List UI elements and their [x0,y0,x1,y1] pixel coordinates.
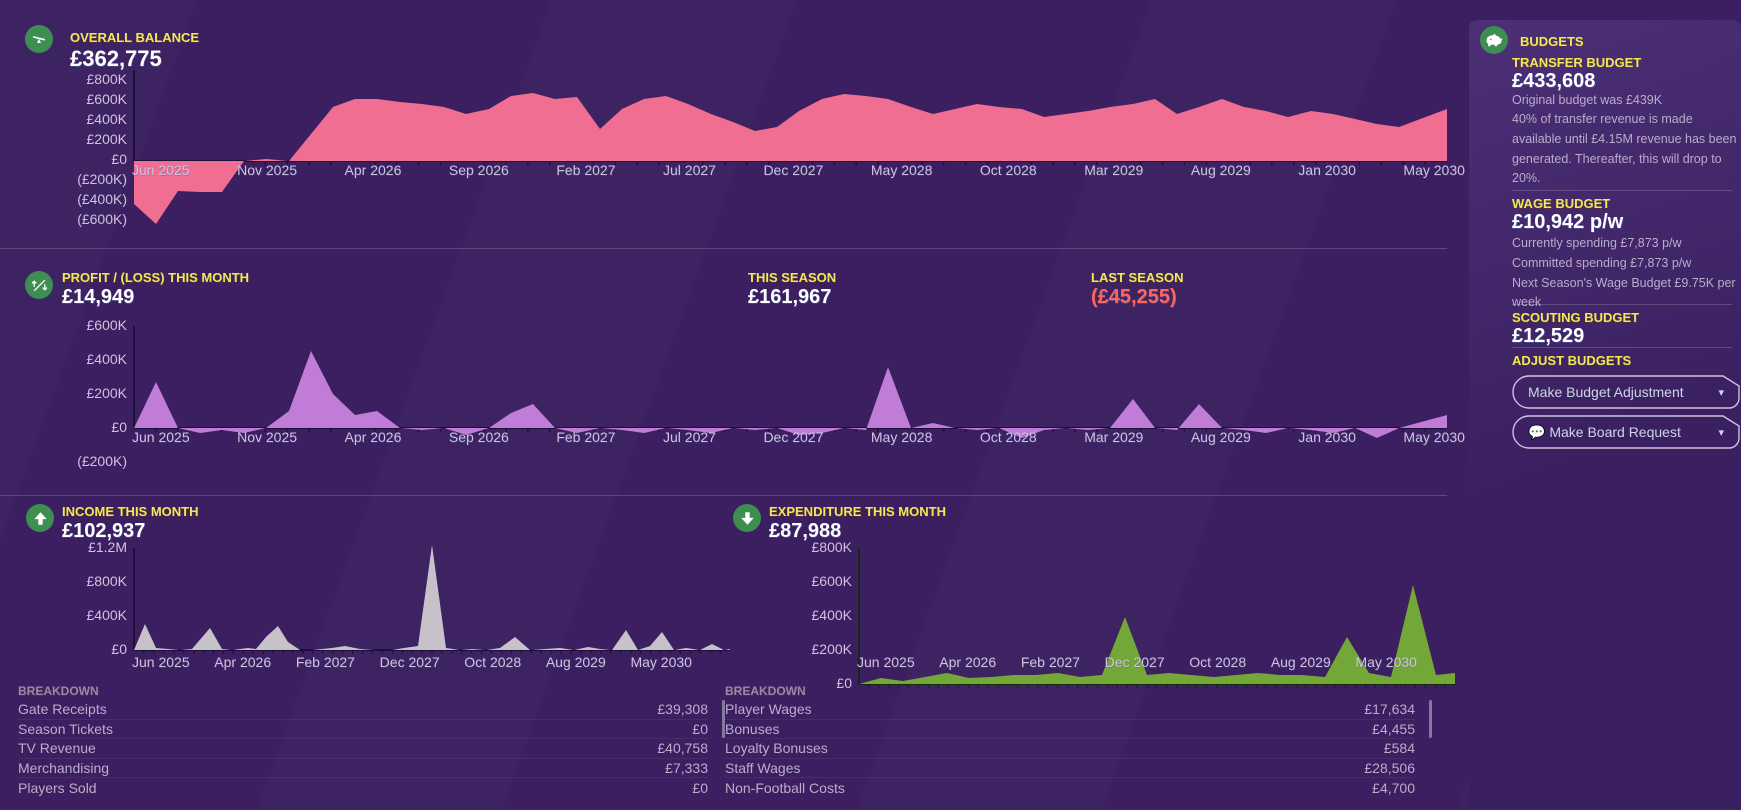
svg-text:£600K: £600K [87,91,128,107]
svg-text:£600K: £600K [812,573,853,589]
svg-text:£800K: £800K [812,540,853,555]
svg-text:£800K: £800K [87,71,128,87]
svg-text:£0: £0 [111,419,127,435]
svg-text:(£200K): (£200K) [77,171,127,187]
svg-text:£1.2M: £1.2M [88,540,127,555]
svg-text:£400K: £400K [87,111,128,127]
svg-text:£0: £0 [836,675,852,691]
svg-text:£0: £0 [111,641,127,657]
svg-text:£400K: £400K [812,607,853,623]
svg-text:(£200K): (£200K) [77,453,127,469]
svg-text:£400K: £400K [87,351,128,367]
svg-text:(£400K): (£400K) [77,191,127,207]
svg-text:£200K: £200K [87,385,128,401]
svg-text:£0: £0 [111,151,127,167]
svg-text:£200K: £200K [87,131,128,147]
svg-text:(£600K): (£600K) [77,211,127,227]
svg-text:£400K: £400K [87,607,128,623]
svg-text:£800K: £800K [87,573,128,589]
svg-text:£200K: £200K [812,641,853,657]
svg-text:£600K: £600K [87,317,128,333]
